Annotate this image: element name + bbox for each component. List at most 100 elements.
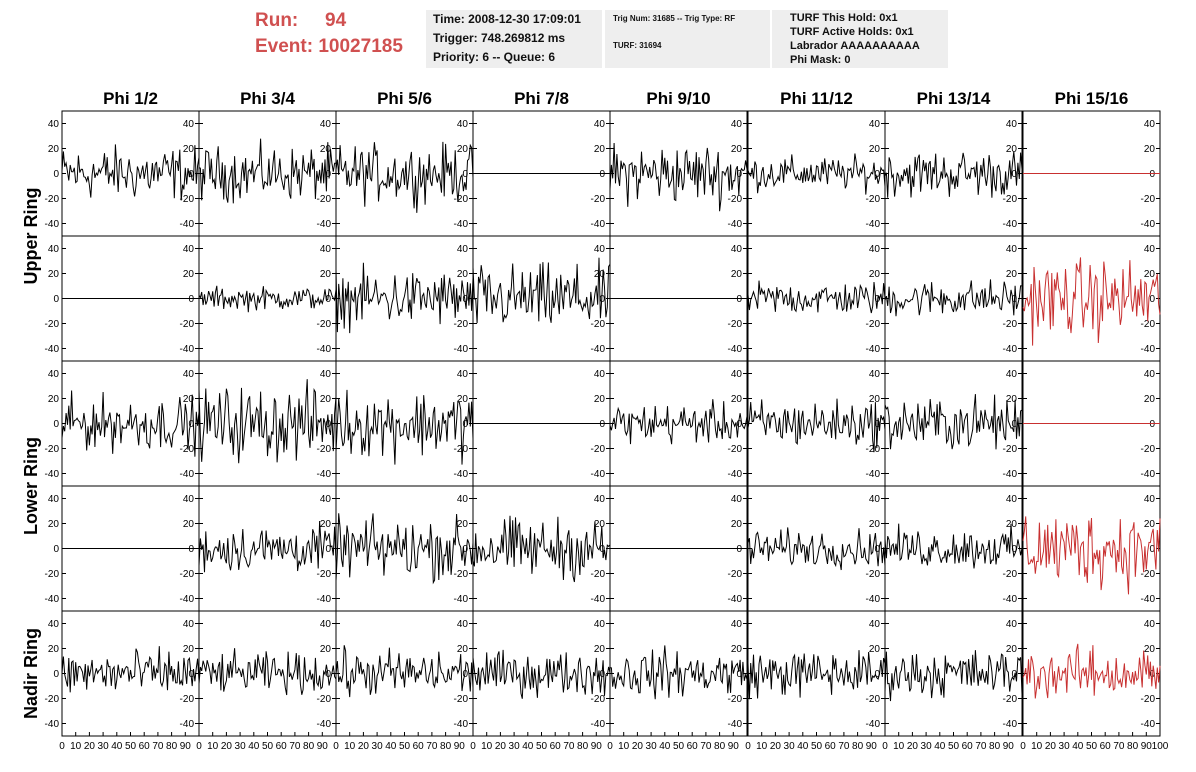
y-tick-label: -20	[180, 444, 195, 455]
y-tick-label: -20	[45, 569, 60, 580]
x-tick-label: 90	[1003, 741, 1015, 752]
x-tick-label: 40	[111, 741, 123, 752]
ring-label: Upper Ring	[21, 188, 41, 285]
waveform-trace	[609, 142, 748, 212]
waveform-trace	[335, 645, 474, 698]
y-tick-label: -40	[180, 469, 195, 480]
waveform-trace	[609, 399, 748, 445]
y-tick-label: -40	[1141, 719, 1156, 730]
panel-frame	[61, 110, 200, 237]
y-tick-label: -20	[1003, 694, 1018, 705]
y-tick-label: 40	[1006, 244, 1018, 255]
y-tick-label: 20	[1006, 144, 1018, 155]
x-tick-label: 20	[495, 741, 507, 752]
y-tick-label: 40	[594, 244, 606, 255]
waveform-trace	[61, 144, 200, 201]
waveform-trace	[472, 257, 611, 324]
y-tick-label: 0	[736, 419, 742, 430]
y-tick-label: 20	[594, 519, 606, 530]
y-tick-label: -20	[591, 694, 606, 705]
y-tick-label: 0	[599, 419, 605, 430]
y-tick-label: 20	[1006, 644, 1018, 655]
turf-active-holds-text: TURF Active Holds: 0x1	[790, 26, 914, 38]
column-title: Phi 3/4	[240, 89, 295, 108]
y-tick-label: 0	[325, 294, 331, 305]
y-tick-label: -20	[866, 194, 881, 205]
y-tick-label: 0	[736, 544, 742, 555]
y-tick-label: -20	[45, 444, 60, 455]
y-tick-label: 0	[599, 294, 605, 305]
x-tick-label: 0	[59, 741, 65, 752]
y-tick-label: 40	[1144, 494, 1156, 505]
y-tick-label: -40	[728, 344, 743, 355]
y-tick-label: -40	[728, 219, 743, 230]
y-tick-label: 0	[736, 294, 742, 305]
y-tick-label: -40	[1003, 719, 1018, 730]
panel-frame	[884, 235, 1023, 362]
waveform-trace	[61, 646, 200, 693]
y-tick-label: 20	[594, 644, 606, 655]
x-tick-label: 80	[577, 741, 589, 752]
y-tick-label: -20	[866, 569, 881, 580]
x-tick-label: 50	[125, 741, 137, 752]
y-tick-label: -40	[1003, 594, 1018, 605]
y-tick-label: 20	[1144, 519, 1156, 530]
y-tick-label: -40	[591, 219, 606, 230]
x-tick-label: 30	[646, 741, 658, 752]
y-tick-label: 40	[594, 494, 606, 505]
waveform-trace	[198, 379, 337, 464]
y-tick-label: -20	[45, 319, 60, 330]
y-tick-label: 20	[320, 519, 332, 530]
y-tick-label: -40	[591, 344, 606, 355]
x-tick-label: 20	[1045, 741, 1057, 752]
y-tick-label: 0	[325, 669, 331, 680]
y-tick-label: 40	[48, 119, 60, 130]
y-tick-label: 20	[457, 519, 469, 530]
x-tick-label: 20	[770, 741, 782, 752]
y-tick-label: 20	[731, 394, 743, 405]
y-tick-label: 0	[462, 669, 468, 680]
y-tick-label: 0	[188, 419, 194, 430]
trigger-info-box: Time: 2008-12-30 17:09:01 Trigger: 748.2…	[426, 10, 602, 68]
y-tick-label: -20	[180, 194, 195, 205]
y-tick-label: -20	[180, 694, 195, 705]
waveform-trace	[884, 279, 1023, 317]
hold-info-box: TURF This Hold: 0x1 TURF Active Holds: 0…	[772, 10, 948, 68]
x-tick-label: 0	[745, 741, 751, 752]
x-tick-label: 90	[454, 741, 466, 752]
y-tick-label: 0	[1011, 169, 1017, 180]
y-tick-label: -40	[317, 594, 332, 605]
y-tick-label: 20	[457, 269, 469, 280]
x-tick-label: 60	[413, 741, 425, 752]
x-tick-label: 10	[618, 741, 630, 752]
y-tick-label: -20	[317, 319, 332, 330]
y-tick-label: -40	[591, 469, 606, 480]
turf-this-hold-text: TURF This Hold: 0x1	[790, 12, 898, 24]
x-tick-label: 50	[536, 741, 548, 752]
waveform-trace	[335, 389, 474, 465]
y-tick-label: 0	[53, 544, 59, 555]
run-label: Run:	[255, 10, 299, 31]
y-tick-label: -40	[1003, 344, 1018, 355]
y-tick-label: -20	[317, 444, 332, 455]
y-tick-label: 20	[1006, 269, 1018, 280]
y-tick-label: 0	[325, 544, 331, 555]
column-title: Phi 9/10	[646, 89, 710, 108]
y-tick-label: 40	[320, 369, 332, 380]
run-row: Run: 94	[255, 8, 403, 34]
trigger-text: Trigger: 748.269812 ms	[433, 31, 566, 45]
y-tick-label: 20	[731, 519, 743, 530]
y-tick-label: -20	[1003, 569, 1018, 580]
waveform-trace	[747, 398, 886, 453]
x-tick-label: 30	[509, 741, 521, 752]
y-tick-label: 40	[1144, 119, 1156, 130]
run-event-block: Run: 94 Event: 10027185	[255, 8, 403, 60]
x-tick-label: 90	[591, 741, 603, 752]
y-tick-label: -20	[1141, 694, 1156, 705]
waveform-trace	[472, 515, 611, 583]
column-title: Phi 15/16	[1055, 89, 1129, 108]
x-tick-label: 50	[948, 741, 960, 752]
x-tick-label: 40	[1072, 741, 1084, 752]
y-tick-label: 40	[594, 619, 606, 630]
x-tick-label: 30	[98, 741, 110, 752]
